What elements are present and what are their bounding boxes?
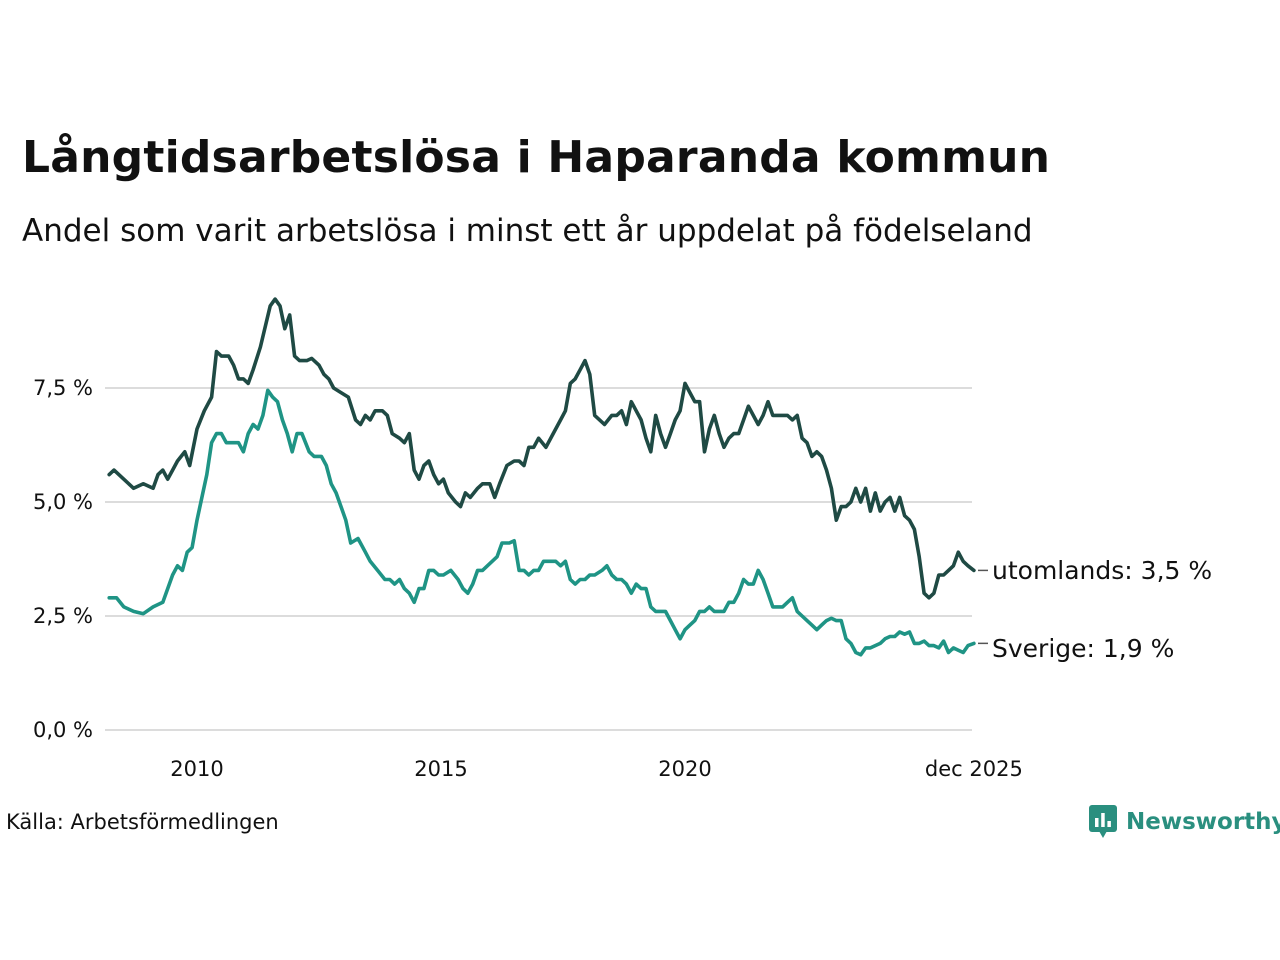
newsworthy-logo-text: Newsworthy	[1126, 809, 1280, 835]
x-tick-label: dec 2025	[925, 757, 1023, 781]
series-lines	[107, 297, 976, 657]
x-tick-label: 2010	[170, 757, 223, 781]
series-line-utomlands	[107, 297, 976, 600]
end-labels: utomlands: 3,5 % Sverige: 1,9 %	[978, 556, 1212, 663]
end-label-sverige: Sverige: 1,9 %	[992, 634, 1174, 663]
newsworthy-logo-icon	[1089, 805, 1117, 838]
end-label-utomlands: utomlands: 3,5 %	[992, 556, 1212, 585]
y-tick-label: 2,5 %	[33, 604, 93, 628]
grid-lines	[105, 387, 972, 731]
source-note: Källa: Arbetsförmedlingen	[6, 810, 279, 834]
series-line-sverige	[107, 388, 976, 657]
y-axis-ticks: 0,0 % 2,5 % 5,0 % 7,5 %	[33, 376, 93, 742]
x-tick-label: 2020	[658, 757, 711, 781]
chart-title: Långtidsarbetslösa i Haparanda kommun	[22, 132, 1051, 183]
y-tick-label: 7,5 %	[33, 376, 93, 400]
newsworthy-logo[interactable]: Newsworthy	[1088, 804, 1280, 840]
x-tick-label: 2015	[414, 757, 467, 781]
y-tick-label: 5,0 %	[33, 490, 93, 514]
y-tick-label: 0,0 %	[33, 718, 93, 742]
x-axis-ticks: 2010 2015 2020 dec 2025	[170, 757, 1023, 781]
chart-subtitle: Andel som varit arbetslösa i minst ett å…	[22, 213, 1033, 249]
